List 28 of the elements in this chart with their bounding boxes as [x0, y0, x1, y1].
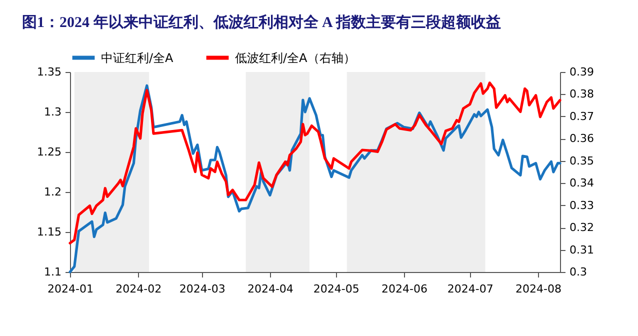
y2-tick-label: 0.37: [570, 110, 594, 123]
y-tick-label: 1.15: [37, 226, 62, 238]
y-tick-label: 1.2: [44, 186, 62, 198]
y2-tick-label: 0.3: [570, 266, 587, 278]
x-tick-label: 2024-07: [447, 282, 494, 296]
x-tick-label: 2024-04: [247, 282, 294, 296]
legend-label: 低波红利/全A（右轴）: [235, 50, 356, 65]
legend-label: 中证红利/全A: [101, 50, 174, 65]
y-tick-label: 1.35: [37, 66, 62, 78]
y-tick-label: 1.25: [37, 146, 62, 158]
y-tick-label: 1.1: [44, 266, 62, 278]
chart-title: 图1：2024 年以来中证红利、低波红利相对全 A 指数主要有三段超额收益: [22, 13, 501, 31]
x-tick-label: 2024-08: [516, 282, 562, 296]
y-tick-label: 1.3: [44, 106, 62, 118]
x-tick-label: 2024-06: [382, 282, 428, 296]
y2-tick-label: 0.32: [570, 221, 594, 234]
y2-tick-label: 0.33: [570, 198, 594, 212]
x-tick-label: 2024-03: [179, 282, 226, 296]
y2-tick-label: 0.34: [570, 176, 594, 190]
y2-tick-label: 0.38: [570, 88, 594, 101]
x-tick-label: 2024-05: [313, 282, 360, 296]
y2-tick-label: 0.31: [570, 243, 594, 256]
line-series: [68, 82, 562, 244]
x-tick-label: 2024-01: [48, 282, 94, 296]
y2-tick-label: 0.39: [570, 66, 594, 78]
y2-tick-label: 0.36: [570, 132, 594, 146]
x-tick-label: 2024-02: [116, 282, 162, 296]
y2-tick-label: 0.35: [570, 154, 594, 168]
